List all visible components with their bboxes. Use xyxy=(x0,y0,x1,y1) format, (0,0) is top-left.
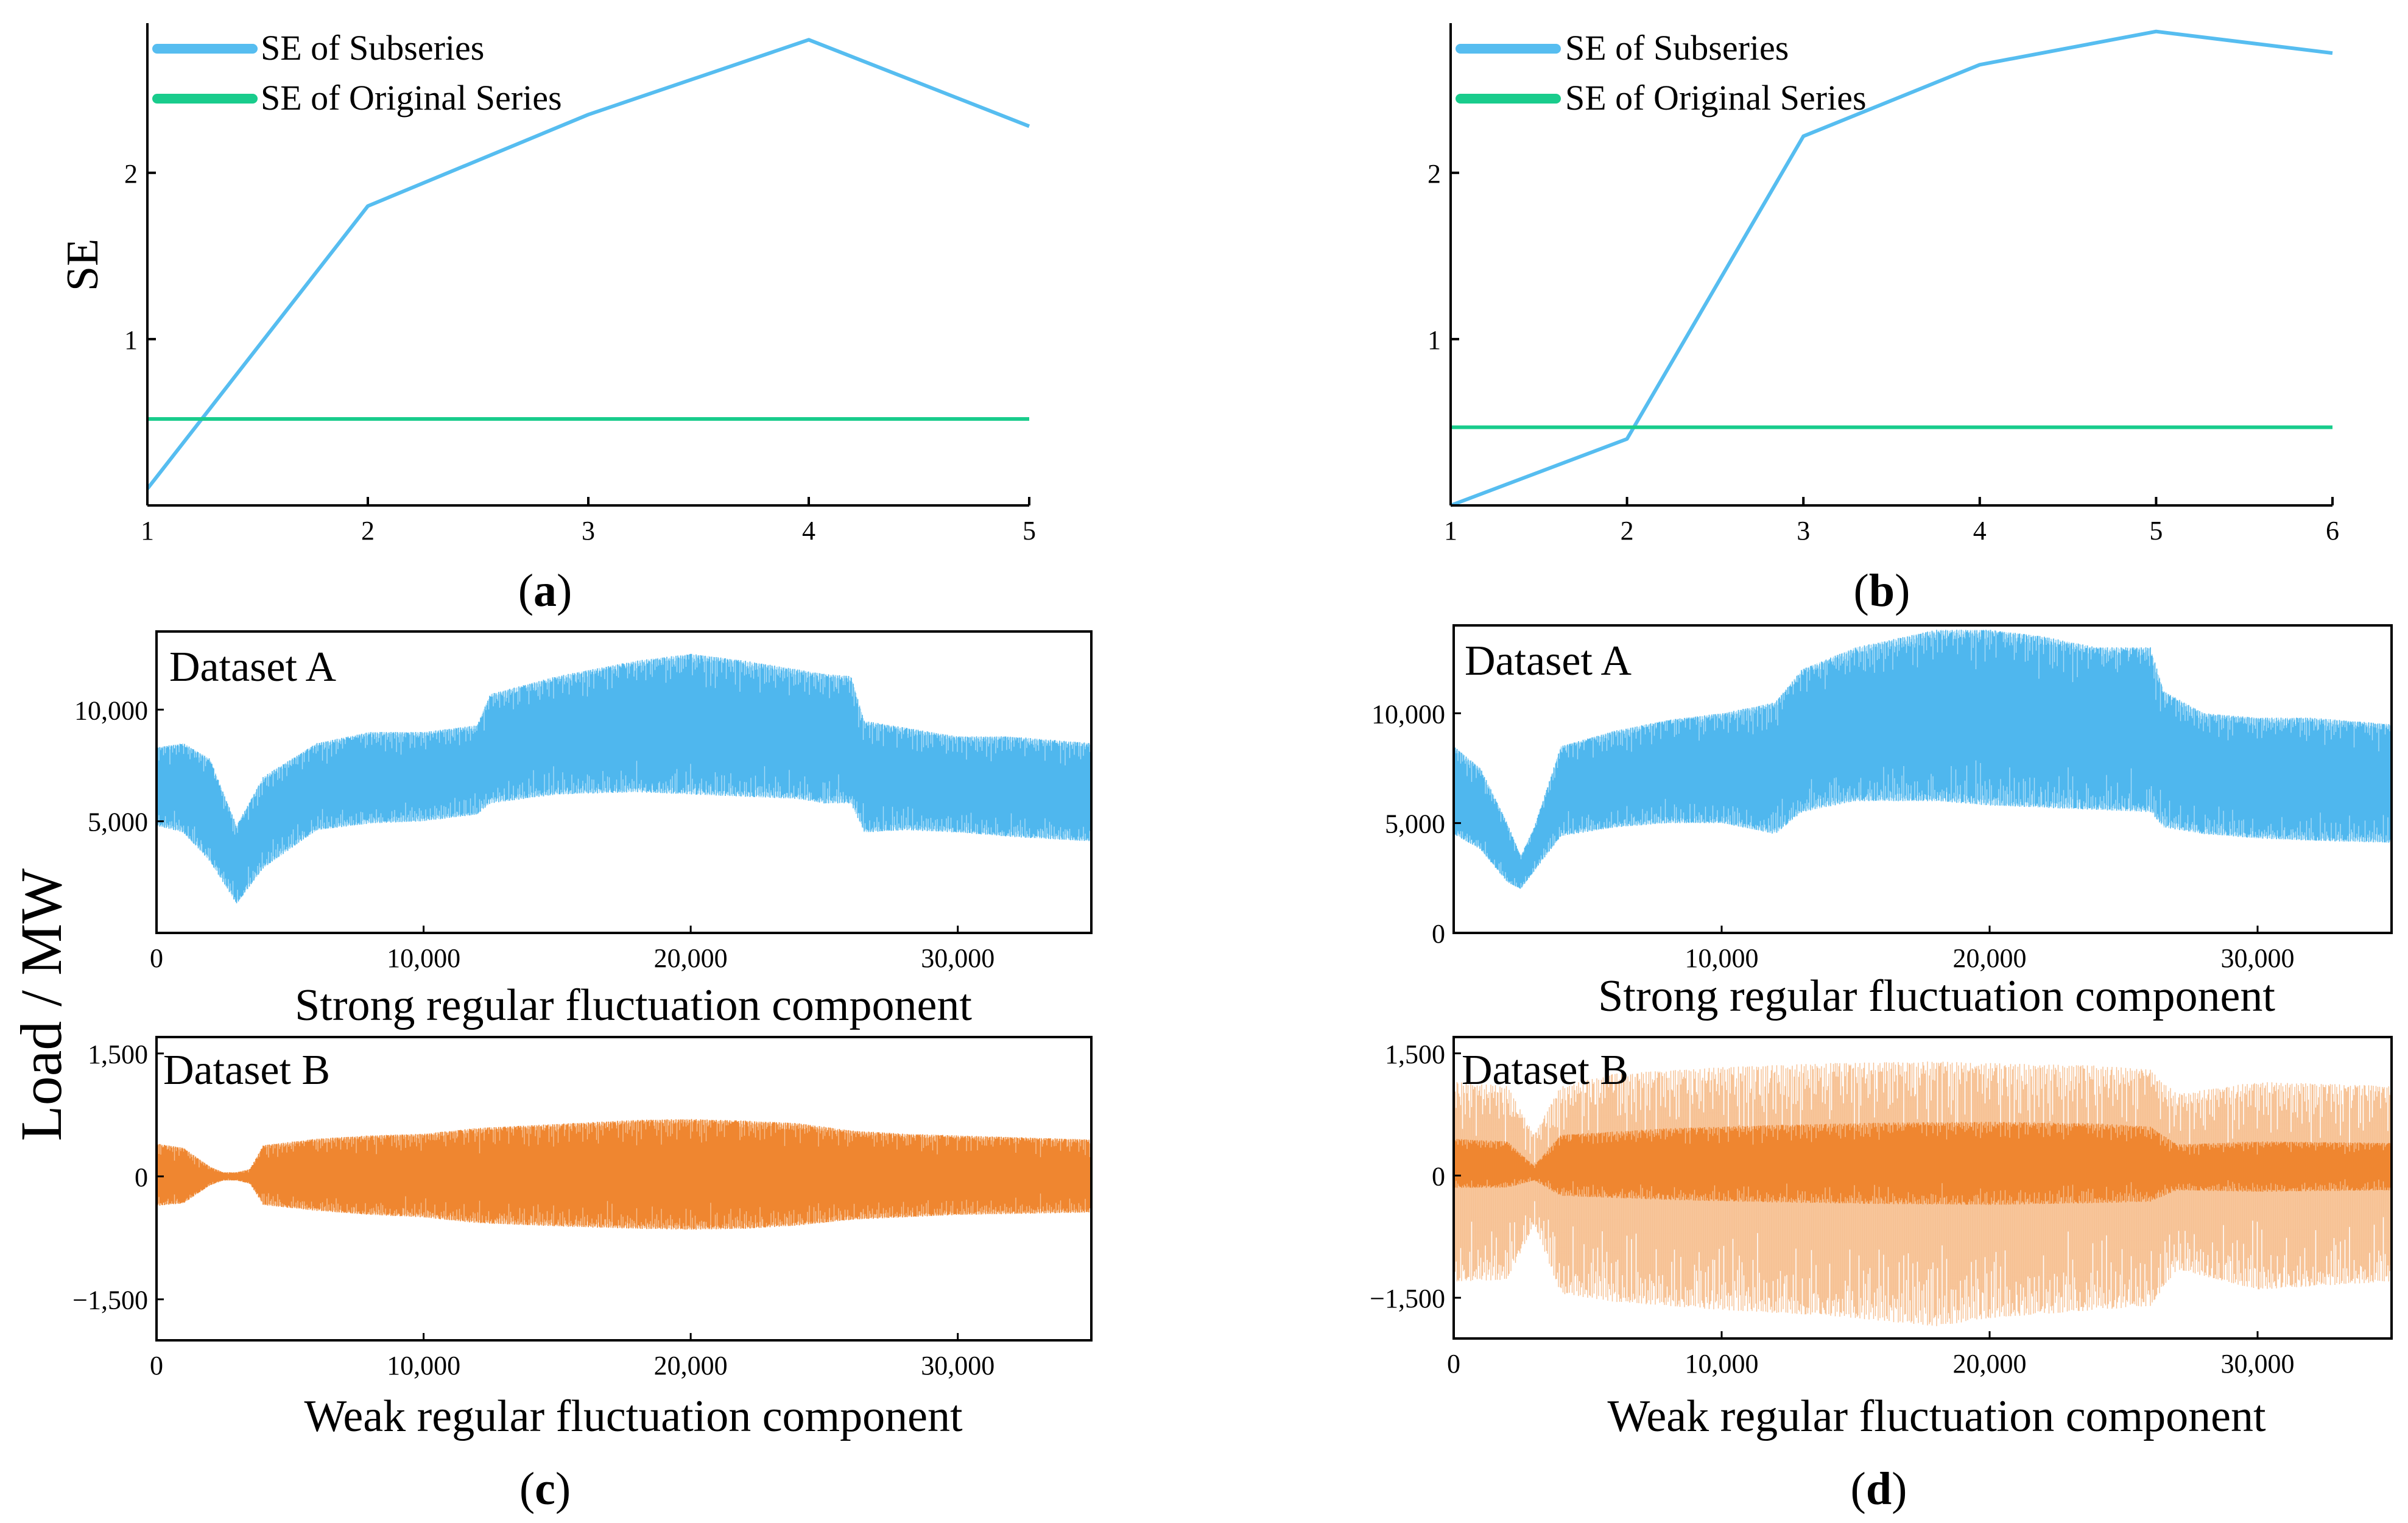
y-tick-label: 0 xyxy=(135,1162,148,1192)
panel-d-top: 10,000 20,000 30,000 0 5,000 10,000 Dataset A… xyxy=(1371,624,2393,1021)
y-tick-label: 2 xyxy=(124,159,138,189)
panel-c-bottom-frame xyxy=(155,1036,1093,1342)
series-line-subseries xyxy=(1449,29,2333,507)
series-band xyxy=(157,653,1091,904)
panel-c-caption: (c) xyxy=(519,1463,571,1514)
x-tick-label: 20,000 xyxy=(654,943,728,973)
legend-label-subseries: SE of Subseries xyxy=(261,28,484,68)
panel-c-caption-letter: c xyxy=(535,1463,555,1514)
panel-c-top: 0 10,000 20,000 30,000 5,000 10,000 Dataset A… xyxy=(74,630,1093,1030)
panel-a-plot xyxy=(146,38,1030,490)
panel-d-caption-letter: d xyxy=(1866,1463,1892,1514)
x-tick-label: 0 xyxy=(1447,1349,1460,1379)
panel-c-top-ticks: 0 10,000 20,000 30,000 5,000 10,000 xyxy=(74,695,995,973)
y-tick-label: 1 xyxy=(124,325,138,355)
x-tick-label: 6 xyxy=(2326,516,2339,546)
load-y-axis-label: Load / MW xyxy=(9,868,74,1141)
x-tick-label: 2 xyxy=(1621,516,1634,546)
x-tick-label: 20,000 xyxy=(654,1351,728,1381)
y-tick-label: 0 xyxy=(1432,1161,1445,1191)
panel-b-legend: SE of Subseries SE of Original Series xyxy=(1456,28,1867,118)
panel-b-ticks: 1 2 3 4 5 6 1 2 xyxy=(1428,159,2339,546)
panel-b: 1 2 3 4 5 6 1 2 SE of Subseries SE of Original … xyxy=(1428,23,2339,616)
panel-b-series-group xyxy=(1449,29,2333,507)
panel-c-bottom-title: Dataset B xyxy=(163,1047,330,1094)
y-tick-label: 10,000 xyxy=(74,695,148,725)
panel-a: 1 2 3 4 5 1 2 SE SE of Subseries SE of Origina… xyxy=(58,23,1036,616)
panel-d-top-x-label: Strong regular fluctuation component xyxy=(1598,971,2275,1021)
legend-label-subseries: SE of Subseries xyxy=(1565,28,1789,68)
panel-a-caption: (a) xyxy=(518,565,572,616)
y-tick-label: 1 xyxy=(1428,325,1441,355)
panel-c-top-series-group xyxy=(157,653,1091,904)
x-tick-label: 30,000 xyxy=(2221,943,2295,973)
panel-c-top-x-label: Strong regular fluctuation component xyxy=(295,980,972,1030)
panel-d-bottom-ticks: 0 10,000 20,000 30,000 −1,500 0 1,500 xyxy=(1370,1039,2294,1379)
panel-b-caption-letter: b xyxy=(1869,565,1895,616)
panel-a-caption-letter: a xyxy=(533,565,557,616)
x-tick-label: 10,000 xyxy=(1685,1349,1759,1379)
x-tick-label: 0 xyxy=(150,943,163,973)
x-tick-label: 5 xyxy=(2149,516,2163,546)
y-tick-label: 1,500 xyxy=(1385,1039,1445,1069)
panel-a-legend: SE of Subseries SE of Original Series xyxy=(152,28,562,118)
x-tick-label: 1 xyxy=(141,516,154,546)
y-tick-label: −1,500 xyxy=(72,1286,148,1315)
y-tick-label: 1,500 xyxy=(88,1039,148,1069)
panel-d-bottom-title: Dataset B xyxy=(1462,1047,1628,1094)
x-tick-label: 30,000 xyxy=(921,943,995,973)
panel-d-top-title: Dataset A xyxy=(1465,638,1632,684)
x-tick-label: 20,000 xyxy=(1953,1349,2027,1379)
x-tick-label: 0 xyxy=(150,1351,163,1381)
y-tick-label: 2 xyxy=(1428,159,1441,189)
panel-d-bottom-x-label: Weak regular fluctuation component xyxy=(1607,1391,2265,1441)
panel-a-series-group xyxy=(146,38,1030,490)
panel-d-caption: (d) xyxy=(1851,1463,1907,1514)
legend-label-original: SE of Original Series xyxy=(1565,78,1867,118)
x-tick-label: 4 xyxy=(1973,516,1987,546)
x-tick-label: 3 xyxy=(1797,516,1810,546)
x-tick-label: 10,000 xyxy=(1685,943,1759,973)
panel-c-bottom-x-label: Weak regular fluctuation component xyxy=(304,1391,962,1441)
panel-a-ticks: 1 2 3 4 5 1 2 xyxy=(124,159,1036,546)
panel-a-y-label: SE xyxy=(58,239,108,291)
series-line-subseries xyxy=(146,38,1030,490)
x-tick-label: 4 xyxy=(802,516,815,546)
x-tick-label: 2 xyxy=(361,516,375,546)
x-tick-label: 3 xyxy=(582,516,595,546)
panel-c-bottom: 0 10,000 20,000 30,000 −1,500 0 1,500 Dataset … xyxy=(72,1036,1093,1514)
x-tick-label: 30,000 xyxy=(921,1351,995,1381)
legend-label-original: SE of Original Series xyxy=(261,78,562,118)
panel-d-bottom-frame xyxy=(1452,1036,2393,1340)
x-tick-label: 30,000 xyxy=(2221,1349,2295,1379)
x-tick-label: 10,000 xyxy=(387,943,460,973)
x-tick-label: 10,000 xyxy=(387,1351,460,1381)
panel-d-top-ticks: 10,000 20,000 30,000 0 5,000 10,000 xyxy=(1371,699,2295,973)
panel-d-bottom-series-group xyxy=(1454,1061,2392,1326)
y-tick-label: 5,000 xyxy=(88,807,148,837)
y-tick-label: 0 xyxy=(1432,919,1445,949)
panel-b-plot xyxy=(1449,29,2333,507)
x-tick-label: 5 xyxy=(1023,516,1036,546)
panel-b-caption: (b) xyxy=(1854,565,1910,616)
panel-d-bottom: 0 10,000 20,000 30,000 −1,500 0 1,500 Dataset … xyxy=(1370,1036,2393,1514)
y-tick-label: 5,000 xyxy=(1385,809,1445,839)
x-tick-label: 20,000 xyxy=(1953,943,2027,973)
panel-d-top-frame xyxy=(1452,624,2393,934)
panel-c-bottom-ticks: 0 10,000 20,000 30,000 −1,500 0 1,500 xyxy=(72,1039,995,1381)
y-tick-label: 10,000 xyxy=(1371,699,1445,729)
y-tick-label: −1,500 xyxy=(1370,1284,1445,1314)
panel-c-bottom-series-group xyxy=(157,1119,1091,1230)
x-tick-label: 1 xyxy=(1444,516,1457,546)
panel-c-top-frame xyxy=(155,630,1093,934)
panel-c-top-title: Dataset A xyxy=(169,644,337,691)
